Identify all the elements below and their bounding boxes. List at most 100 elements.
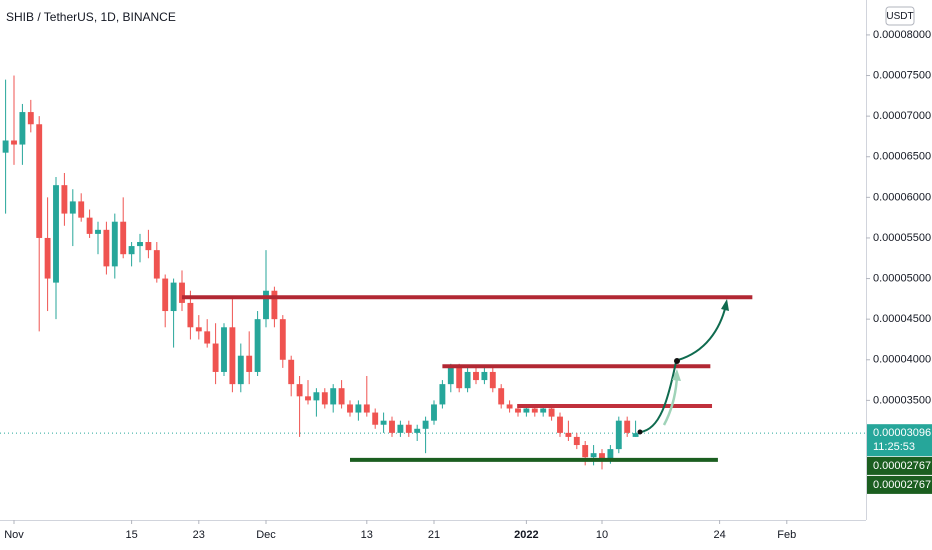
candle-body bbox=[128, 246, 135, 255]
candle-body bbox=[582, 445, 589, 458]
candle-body bbox=[431, 404, 437, 421]
arrow-head bbox=[672, 369, 681, 381]
candle-body bbox=[531, 408, 538, 413]
candle-body bbox=[473, 371, 479, 381]
x-tick-label: 10 bbox=[596, 529, 608, 541]
chart-title: SHIB / TetherUS, 1D, BINANCE bbox=[6, 10, 176, 24]
x-tick-label: Dec bbox=[256, 529, 276, 541]
candle-body bbox=[44, 237, 51, 279]
candle-body bbox=[464, 371, 471, 389]
candle-body bbox=[305, 396, 311, 401]
candle-body bbox=[338, 388, 345, 405]
x-tick-label: 21 bbox=[428, 529, 440, 541]
candle-body bbox=[271, 290, 278, 320]
y-tick-label: 0.00007000 bbox=[873, 110, 931, 122]
candle-body bbox=[263, 290, 269, 320]
candle-body bbox=[69, 201, 76, 214]
anchor-point bbox=[674, 358, 680, 364]
candle-body bbox=[86, 217, 93, 234]
y-tick-label: 0.00005000 bbox=[873, 272, 931, 284]
candle-body bbox=[347, 404, 353, 413]
candle-body bbox=[439, 384, 446, 405]
y-tick-label: 0.00006500 bbox=[873, 151, 931, 163]
candle-body bbox=[615, 420, 622, 450]
candle-body bbox=[61, 185, 68, 214]
candle-body bbox=[246, 355, 253, 372]
candle-body bbox=[321, 392, 328, 405]
arrow-head bbox=[721, 299, 729, 311]
candle-body bbox=[137, 242, 143, 247]
candle-body bbox=[229, 327, 236, 385]
y-tick-label: 0.00004500 bbox=[873, 313, 931, 325]
candle-body bbox=[221, 327, 227, 372]
candle-body bbox=[447, 367, 454, 385]
y-tick-label: 0.00007500 bbox=[873, 69, 931, 81]
candle-body bbox=[380, 420, 387, 425]
candle-body bbox=[355, 404, 362, 413]
candle-body bbox=[498, 388, 505, 405]
candle-body bbox=[120, 221, 127, 255]
x-tick-label: 15 bbox=[125, 529, 137, 541]
candle-body bbox=[489, 371, 496, 389]
x-tick-label: 2022 bbox=[514, 529, 538, 541]
x-tick-label: 13 bbox=[361, 529, 373, 541]
arrow bbox=[677, 304, 727, 361]
candle-body bbox=[456, 367, 463, 389]
plot bbox=[0, 75, 866, 470]
x-tick-label: Nov bbox=[4, 529, 24, 541]
price-tag bbox=[867, 456, 932, 475]
y-tick-label: 0.00004000 bbox=[873, 354, 931, 366]
candle-body bbox=[170, 282, 177, 312]
candle-body bbox=[195, 327, 202, 332]
candle-body bbox=[540, 408, 547, 413]
candle-body bbox=[389, 420, 395, 433]
candle-body bbox=[313, 392, 320, 401]
currency-button[interactable] bbox=[885, 6, 915, 26]
last-price-tag bbox=[867, 424, 932, 457]
candle-body bbox=[607, 449, 614, 462]
candle-body bbox=[212, 343, 219, 372]
last-price-label: 0.00003096 bbox=[873, 427, 931, 439]
candle-body bbox=[506, 404, 513, 409]
candle-body bbox=[548, 408, 555, 417]
candle-body bbox=[254, 319, 261, 372]
candle-body bbox=[523, 408, 530, 413]
price-tag-label: 0.00002767 bbox=[873, 460, 931, 472]
candle-body bbox=[414, 428, 421, 433]
candle-body bbox=[204, 331, 211, 344]
y-tick-label: 0.00008000 bbox=[873, 29, 931, 41]
candle-body bbox=[179, 282, 185, 303]
candle-body bbox=[237, 355, 244, 385]
y-tick-label: 0.00003500 bbox=[873, 394, 931, 406]
x-tick-label: Feb bbox=[777, 529, 796, 541]
y-tick-label: 0.00006000 bbox=[873, 191, 931, 203]
candle-body bbox=[145, 242, 152, 251]
currency-label[interactable]: USDT bbox=[886, 11, 913, 22]
candle-body bbox=[565, 432, 572, 437]
candle-body bbox=[111, 221, 118, 267]
candle-body bbox=[36, 124, 43, 238]
candle-body bbox=[405, 424, 412, 433]
candle-body bbox=[590, 453, 597, 458]
candle-body bbox=[153, 250, 160, 279]
price-tag bbox=[867, 475, 932, 494]
candle-body bbox=[288, 359, 295, 385]
candle-body bbox=[481, 371, 488, 381]
candle-body bbox=[422, 420, 429, 429]
x-tick-label: 24 bbox=[713, 529, 725, 541]
candle-body bbox=[363, 404, 370, 413]
price-tag-label: 0.00002767 bbox=[873, 479, 931, 491]
annotation-arrows bbox=[637, 299, 729, 435]
candle-body bbox=[296, 384, 303, 397]
candle-body bbox=[624, 420, 631, 433]
candle-body bbox=[27, 112, 34, 125]
candle-body bbox=[397, 424, 404, 433]
candle-body bbox=[78, 201, 85, 218]
candle-body bbox=[573, 436, 580, 446]
candle-body bbox=[95, 229, 101, 234]
candle-body bbox=[53, 185, 59, 283]
countdown-label: 11:25:53 bbox=[873, 441, 915, 453]
candle-body bbox=[103, 229, 110, 267]
